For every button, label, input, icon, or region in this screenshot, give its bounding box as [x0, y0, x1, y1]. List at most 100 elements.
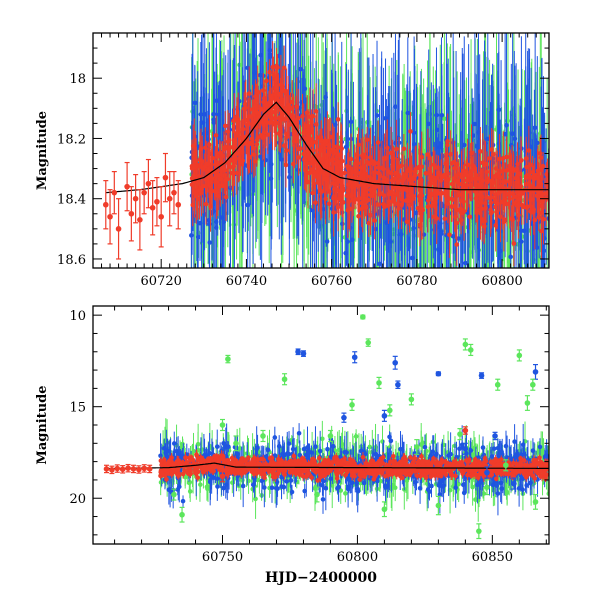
data-point	[364, 137, 370, 143]
data-point	[334, 151, 340, 157]
data-point	[330, 147, 336, 152]
data-point	[234, 114, 240, 120]
data-point	[310, 207, 315, 213]
data-point	[512, 194, 518, 200]
data-point	[359, 200, 364, 206]
plot-area	[102, 33, 549, 268]
data-point	[258, 107, 264, 112]
y-tick-label: 18.4	[57, 193, 86, 208]
data-point	[189, 233, 194, 238]
data-point	[525, 204, 530, 209]
data-point	[367, 182, 373, 188]
data-point	[536, 214, 541, 220]
data-point	[317, 165, 322, 170]
data-point	[423, 171, 429, 176]
x-tick-label: 60760	[311, 274, 352, 289]
data-point	[482, 201, 488, 206]
data-point	[452, 165, 458, 171]
data-point	[506, 167, 512, 172]
data-point	[451, 176, 457, 181]
data-point	[231, 138, 237, 143]
data-point	[214, 189, 219, 195]
data-point	[453, 214, 458, 220]
data-point	[434, 127, 440, 133]
data-point	[115, 226, 122, 232]
data-point	[458, 217, 464, 223]
data-point	[342, 170, 348, 176]
data-point	[498, 248, 503, 254]
data-point	[254, 137, 260, 143]
data-point	[472, 121, 478, 127]
data-point	[279, 114, 285, 119]
data-point	[421, 232, 427, 237]
data-point	[203, 201, 209, 207]
data-point	[338, 145, 344, 150]
data-point	[166, 195, 173, 202]
data-point	[195, 234, 201, 240]
data-point	[246, 121, 251, 127]
data-point	[336, 196, 342, 202]
plot-frame	[92, 32, 550, 269]
data-point	[207, 142, 212, 147]
data-point	[247, 154, 252, 160]
data-point	[392, 485, 398, 491]
data-point	[226, 137, 232, 143]
x-tick-label: 60800	[481, 274, 522, 289]
data-point	[502, 197, 508, 203]
data-point	[429, 191, 434, 197]
data-point	[340, 188, 346, 193]
data-point	[535, 450, 540, 455]
data-point	[315, 168, 320, 174]
data-point	[347, 206, 353, 212]
data-point	[313, 108, 319, 114]
data-point	[154, 198, 160, 205]
data-point	[442, 216, 448, 222]
data-point	[284, 148, 290, 153]
data-point	[208, 188, 213, 194]
data-point	[304, 136, 310, 142]
x-tick-label: 60720	[141, 274, 182, 289]
data-point	[218, 176, 223, 182]
data-point	[391, 195, 397, 200]
data-point	[202, 112, 208, 117]
data-point	[221, 219, 226, 225]
data-point	[308, 142, 313, 148]
data-point	[356, 213, 361, 219]
data-point	[198, 112, 204, 117]
data-point	[128, 210, 135, 217]
data-point	[521, 204, 527, 210]
data-point	[372, 218, 377, 223]
data-point	[420, 440, 426, 445]
data-point	[358, 174, 364, 179]
data-point	[267, 120, 273, 126]
data-point	[450, 197, 456, 202]
data-point	[546, 191, 549, 197]
data-point	[406, 193, 412, 198]
data-point	[510, 217, 516, 222]
data-point	[508, 254, 513, 260]
data-point	[532, 217, 538, 223]
data-point	[307, 156, 313, 162]
data-point	[407, 177, 412, 182]
data-point	[270, 64, 275, 70]
data-point	[402, 175, 408, 180]
data-point	[313, 140, 319, 145]
data-point	[331, 210, 336, 215]
data-point	[213, 133, 219, 138]
data-point	[132, 195, 139, 202]
data-point	[222, 123, 228, 129]
data-point	[111, 189, 118, 196]
data-point	[145, 180, 152, 187]
plot-area	[103, 314, 549, 540]
data-point	[319, 102, 325, 108]
data-point	[532, 172, 538, 178]
data-point	[432, 177, 438, 183]
data-point	[353, 434, 359, 439]
data-point	[102, 201, 109, 208]
data-point	[235, 151, 241, 156]
data-point	[408, 129, 413, 134]
data-point	[355, 197, 361, 202]
data-point	[394, 146, 399, 152]
data-point	[398, 231, 404, 237]
data-point	[367, 161, 373, 167]
